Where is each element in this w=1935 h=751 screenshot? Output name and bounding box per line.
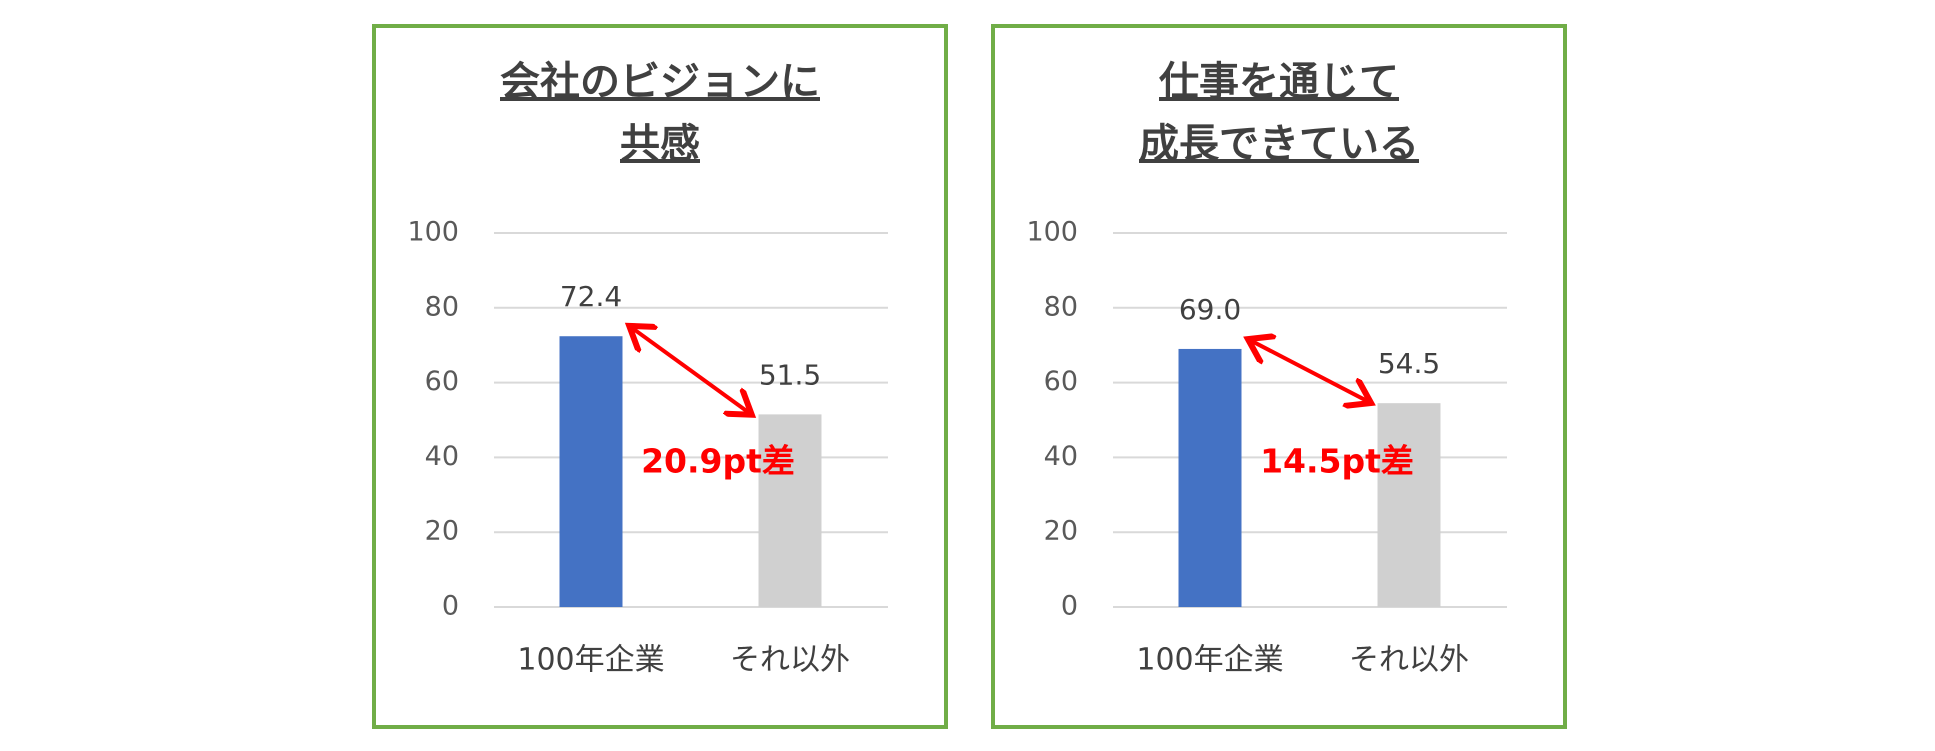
chart-title: 共感 — [620, 121, 700, 167]
y-tick-label: 80 — [1044, 291, 1078, 322]
bar — [559, 336, 623, 607]
value-label: 69.0 — [1179, 293, 1241, 326]
y-tick-label: 100 — [1026, 217, 1078, 248]
annotation: 20.9pt差 — [641, 442, 795, 481]
panel-border — [372, 24, 948, 729]
y-tick-label: 100 — [407, 217, 459, 248]
y-tick-label: 60 — [1044, 366, 1078, 397]
y-tick-label: 20 — [1044, 516, 1078, 547]
y-tick-label: 20 — [425, 516, 459, 547]
annotation: 14.5pt差 — [1260, 442, 1414, 481]
y-tick-label: 40 — [425, 441, 459, 472]
value-label: 72.4 — [560, 280, 622, 313]
y-tick-label: 0 — [1061, 591, 1078, 622]
x-tick-label: それ以外 — [730, 643, 850, 678]
chart-title: 成長できている — [1139, 121, 1419, 167]
value-label: 54.5 — [1378, 347, 1440, 380]
chart-title: 仕事を通じて — [1159, 59, 1399, 105]
x-tick-label: 100年企業 — [517, 643, 664, 678]
y-tick-label: 0 — [442, 591, 459, 622]
y-tick-label: 60 — [425, 366, 459, 397]
y-tick-label: 40 — [1044, 441, 1078, 472]
value-label: 51.5 — [759, 358, 821, 391]
panel-border — [991, 24, 1567, 729]
difference-arrow — [1252, 341, 1368, 401]
bar — [1178, 348, 1242, 607]
y-tick-label: 80 — [425, 291, 459, 322]
bar — [1377, 403, 1441, 607]
x-tick-label: 100年企業 — [1136, 643, 1283, 678]
x-tick-label: それ以外 — [1349, 643, 1469, 678]
bar — [758, 414, 822, 607]
difference-arrow — [633, 328, 749, 412]
chart-title: 会社のビジョンに — [500, 59, 820, 105]
